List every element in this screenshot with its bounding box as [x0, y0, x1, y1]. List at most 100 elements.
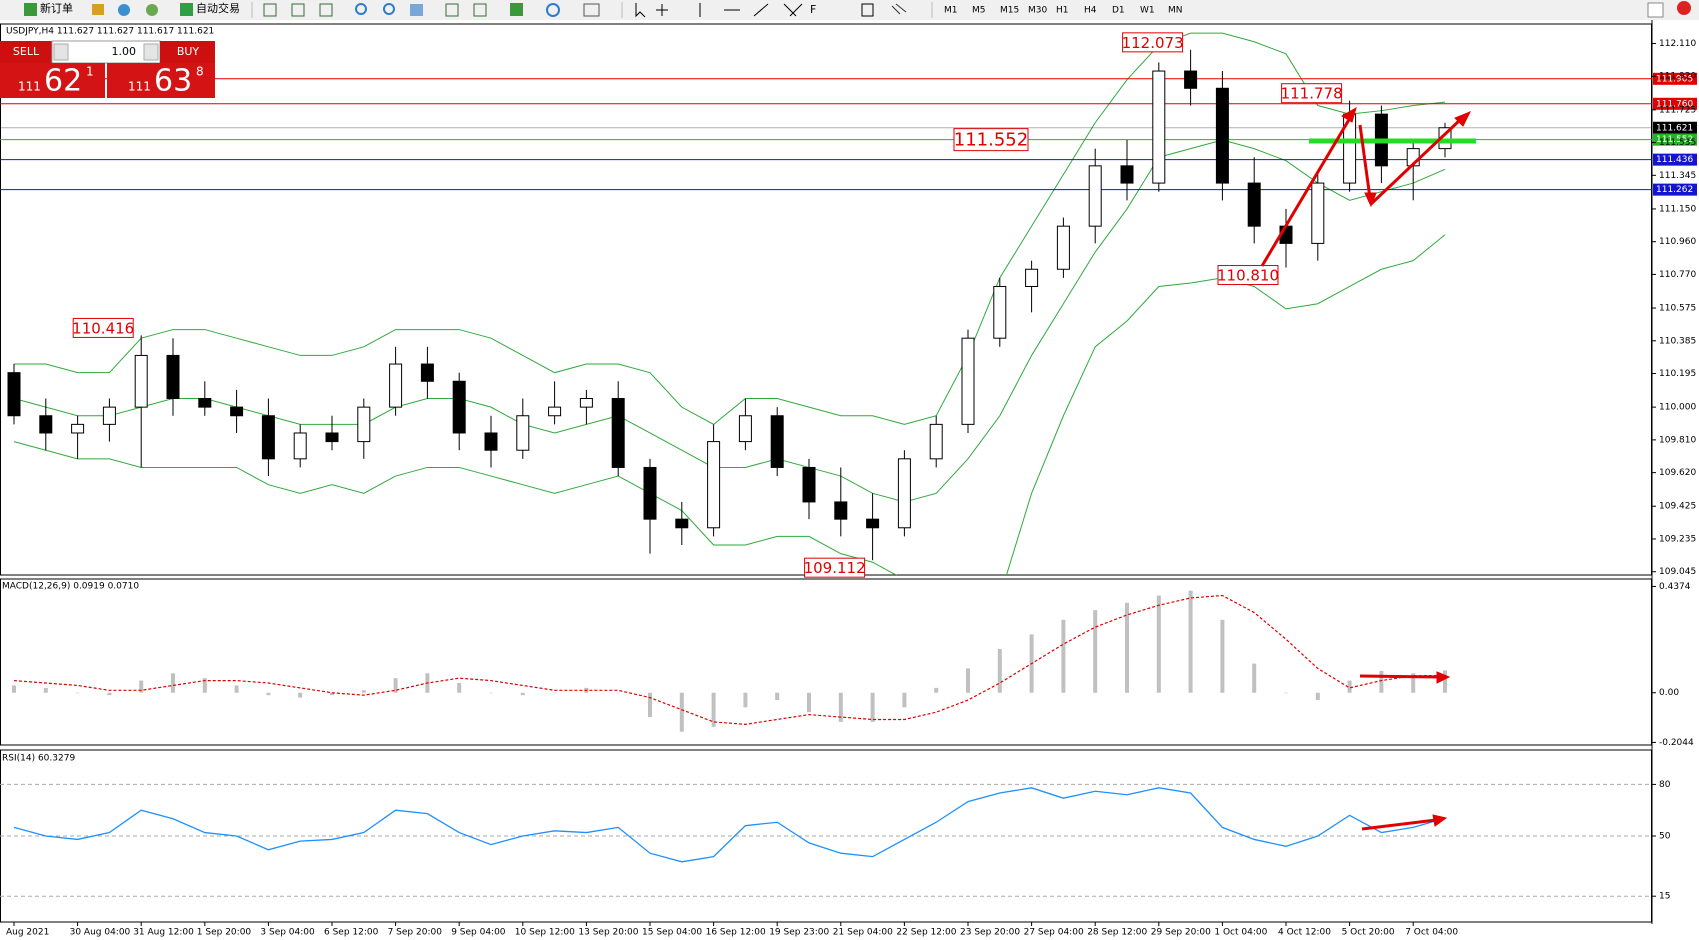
- macd-bar: [743, 692, 748, 708]
- y-tick-label: 111.345: [1659, 171, 1696, 181]
- tool-icon[interactable]: [319, 3, 333, 17]
- volume-down[interactable]: [53, 43, 69, 61]
- channel[interactable]: [783, 3, 803, 17]
- tool-icon[interactable]: [473, 3, 487, 17]
- new-order-icon[interactable]: [24, 3, 37, 16]
- tool-icon[interactable]: [445, 3, 459, 17]
- bollinger-lower: [13, 234, 1446, 575]
- auto-trading[interactable]: 自动交易: [196, 1, 240, 15]
- macd-bar: [107, 692, 112, 696]
- sell-button[interactable]: [0, 41, 52, 63]
- rsi-line: [13, 787, 1446, 863]
- tool-icon[interactable]: [146, 4, 158, 16]
- zoom-in[interactable]: [355, 3, 367, 15]
- macd-bar: [616, 692, 621, 694]
- tool-icon[interactable]: [92, 4, 104, 15]
- ask-box[interactable]: [107, 63, 215, 98]
- annotation-box: [804, 557, 866, 578]
- macd-bar: [457, 683, 462, 693]
- crosshair[interactable]: [656, 4, 668, 16]
- cursor[interactable]: [635, 3, 646, 18]
- zoom-out[interactable]: [383, 3, 395, 15]
- ask-big[interactable]: 111: [128, 80, 151, 94]
- price-tag-label: 111.552: [1656, 135, 1693, 145]
- candle-body: [134, 354, 148, 408]
- tool-icon[interactable]: [291, 3, 305, 17]
- candle-body: [420, 363, 434, 382]
- macd-bar: [838, 692, 843, 722]
- timeframe[interactable]: M1: [944, 6, 958, 16]
- timeframe[interactable]: M15: [1000, 6, 1019, 16]
- indicators[interactable]: [510, 3, 523, 16]
- search[interactable]: [1647, 2, 1664, 18]
- candle-body: [484, 432, 498, 451]
- auto-trading-icon[interactable]: [180, 3, 193, 16]
- timeframe[interactable]: MN: [1168, 6, 1183, 16]
- buy-button[interactable]: [160, 41, 215, 63]
- x-tick-label: 23 Sep 20:00: [960, 928, 1020, 938]
- macd-bar: [966, 668, 970, 693]
- y-tick-label: 50: [1659, 832, 1671, 842]
- bid-main[interactable]: 62: [44, 64, 82, 99]
- macd-bar: [1061, 619, 1066, 693]
- macd-bar: [520, 692, 525, 696]
- y-tick-label: 109.425: [1659, 502, 1696, 512]
- sell-label[interactable]: SELL: [13, 45, 40, 58]
- new-order[interactable]: 新订单: [40, 1, 73, 15]
- y-tick-label: 110.575: [1659, 304, 1696, 314]
- macd-bar: [1379, 670, 1384, 693]
- candle-body: [102, 406, 116, 425]
- y-tick-label: 80: [1659, 780, 1671, 790]
- timeframe[interactable]: W1: [1140, 6, 1155, 16]
- candle-body: [39, 415, 53, 434]
- tool-icon[interactable]: [410, 4, 423, 16]
- y-tick-label: 109.235: [1659, 534, 1696, 544]
- fibo[interactable]: F: [810, 3, 816, 16]
- volume[interactable]: 1.00: [112, 45, 137, 58]
- timeframe[interactable]: M5: [972, 6, 986, 16]
- candle-body: [643, 466, 657, 520]
- macd-bar: [1347, 680, 1352, 693]
- alert[interactable]: [1677, 1, 1691, 15]
- x-tick-label: 9 Sep 04:00: [451, 928, 506, 938]
- trendline[interactable]: [753, 3, 769, 17]
- ask-main[interactable]: 63: [154, 64, 192, 99]
- timeframe[interactable]: D1: [1112, 6, 1125, 16]
- candle-body: [1152, 70, 1166, 184]
- macd-bar: [552, 692, 557, 694]
- bid-pip[interactable]: 1: [86, 65, 94, 79]
- templates[interactable]: [583, 3, 600, 17]
- macd-bar: [12, 685, 16, 693]
- periods[interactable]: [546, 3, 560, 17]
- timeframe[interactable]: H4: [1084, 6, 1097, 16]
- bid-big[interactable]: 111: [18, 80, 41, 94]
- candle-body: [261, 415, 275, 460]
- volume-up[interactable]: [143, 43, 159, 61]
- candle-body: [71, 423, 85, 434]
- arrow-head: [1432, 814, 1448, 827]
- text-tool[interactable]: [861, 3, 874, 17]
- macd-bar: [870, 692, 875, 722]
- x-tick-label: 30 Aug 04:00: [70, 928, 131, 938]
- timeframe[interactable]: H1: [1056, 6, 1069, 16]
- tool-icon[interactable]: [263, 3, 277, 17]
- bid-box[interactable]: [0, 63, 105, 98]
- annotation-box: [1217, 265, 1279, 286]
- drawings: [1260, 106, 1476, 831]
- annotation: 110.810: [1217, 267, 1279, 285]
- ask-pip[interactable]: 8: [196, 65, 204, 79]
- candle-body: [516, 415, 530, 451]
- x-tick-label: 4 Oct 12:00: [1278, 928, 1331, 938]
- macd-bar: [234, 685, 239, 693]
- price-tag-label: 111.262: [1656, 185, 1693, 195]
- buy-label[interactable]: BUY: [177, 45, 200, 58]
- y-tick-label: 109.810: [1659, 435, 1696, 445]
- macd-bar: [43, 687, 48, 693]
- timeframe[interactable]: M30: [1028, 6, 1047, 16]
- macd-bar: [1284, 692, 1288, 694]
- arrows-tool[interactable]: [891, 3, 907, 15]
- tool-icon[interactable]: [118, 4, 130, 16]
- y-tick-label: 110.385: [1659, 336, 1696, 346]
- price-tag-label: 111.621: [1656, 123, 1693, 133]
